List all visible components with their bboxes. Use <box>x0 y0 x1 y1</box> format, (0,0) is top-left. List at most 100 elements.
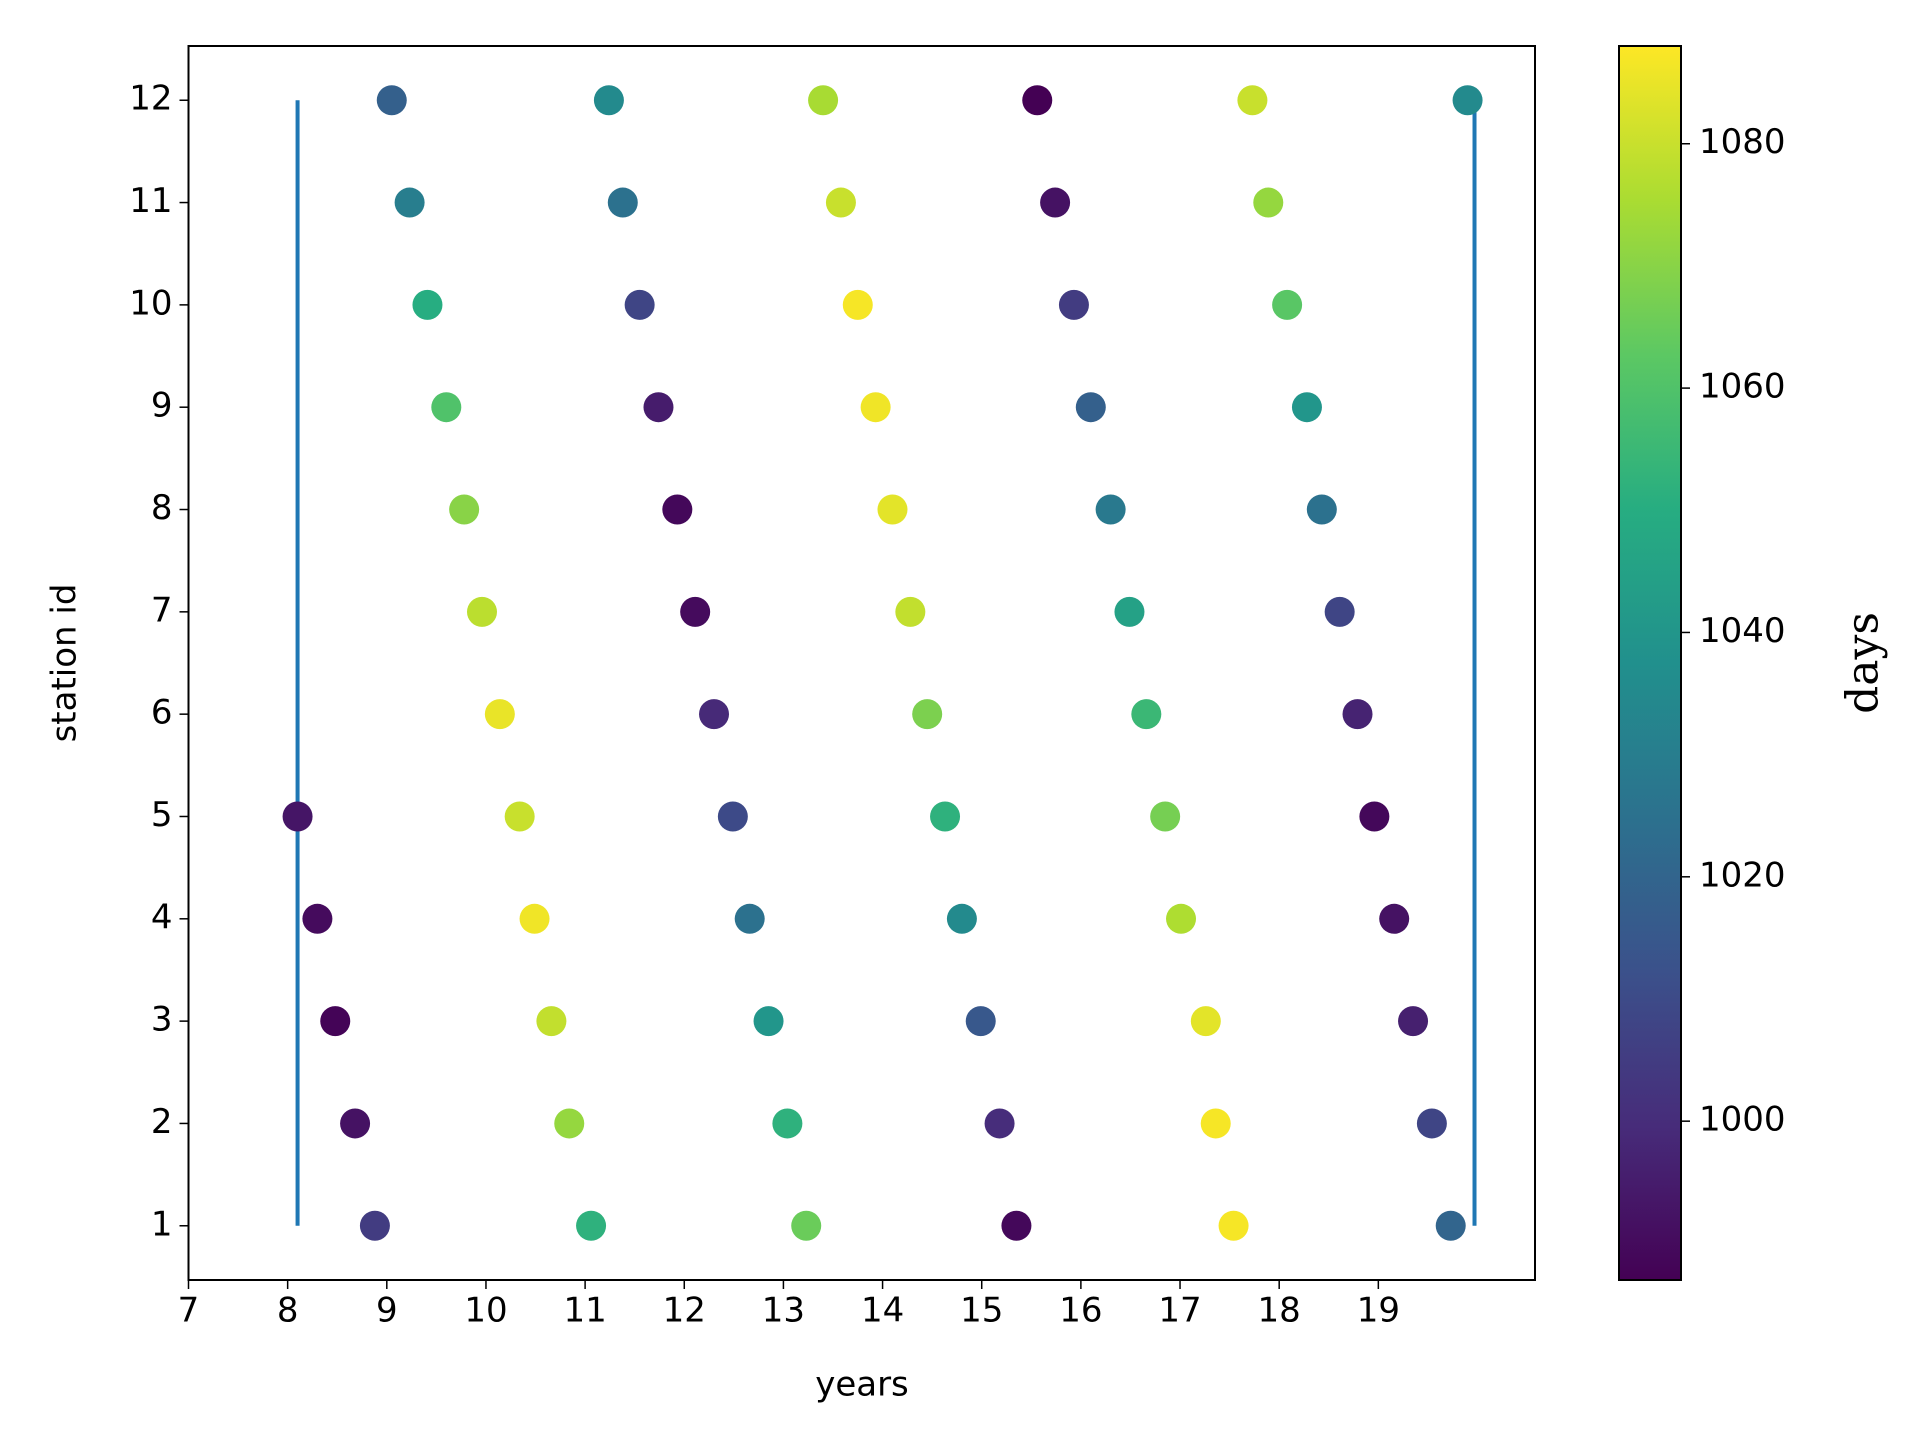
scatter-point <box>340 1108 371 1139</box>
scatter-point <box>1291 392 1322 423</box>
scatter-point <box>1398 1006 1429 1037</box>
scatter-point <box>449 494 480 525</box>
x-tick-label: 13 <box>762 1291 805 1331</box>
scatter-point <box>791 1210 822 1241</box>
x-tick-label: 17 <box>1158 1291 1201 1331</box>
x-tick-label: 15 <box>960 1291 1003 1331</box>
scatter-point <box>536 1006 567 1037</box>
scatter-point <box>1166 903 1197 934</box>
scatter-point <box>1022 85 1053 116</box>
scatter-point <box>912 699 943 730</box>
scatter-point <box>282 801 313 832</box>
y-tick-label: 8 <box>151 488 173 528</box>
y-tick-label: 4 <box>151 897 173 937</box>
colorbar-tick-label: 1020 <box>1699 855 1786 895</box>
scatter-point <box>1237 85 1268 116</box>
scatter-point <box>1452 85 1483 116</box>
scatter-point <box>576 1210 607 1241</box>
scatter-point <box>1342 699 1373 730</box>
scatter-point <box>624 289 655 320</box>
scatter-point <box>842 289 873 320</box>
y-tick-label: 5 <box>151 795 173 835</box>
y-axis-label: station id <box>45 584 85 743</box>
colorbar-label: days <box>1838 612 1889 714</box>
scatter-point <box>1001 1210 1032 1241</box>
scatter-point <box>320 1006 351 1037</box>
x-tick-label: 8 <box>277 1291 299 1331</box>
scatter-point <box>394 187 425 218</box>
scatter-point <box>519 903 550 934</box>
scatter-point <box>412 289 443 320</box>
scatter-point <box>1058 289 1089 320</box>
scatter-point <box>466 596 497 627</box>
scatter-point <box>1040 187 1071 218</box>
scatter-point <box>1324 596 1355 627</box>
scatter-point <box>1114 596 1145 627</box>
scatter-point <box>734 903 765 934</box>
scatter-point <box>554 1108 585 1139</box>
x-tick-label: 14 <box>861 1291 904 1331</box>
scatter-point <box>1253 187 1284 218</box>
scatter-point <box>302 903 333 934</box>
colorbar <box>1618 45 1682 1281</box>
scatter-point <box>1190 1006 1221 1037</box>
x-axis-label: years <box>815 1365 909 1405</box>
scatter-point <box>772 1108 803 1139</box>
scatter-point <box>504 801 535 832</box>
x-tick-label: 7 <box>178 1291 200 1331</box>
x-tick-label: 18 <box>1258 1291 1301 1331</box>
y-tick-label: 9 <box>151 386 173 426</box>
scatter-point <box>877 494 908 525</box>
x-tick-label: 9 <box>376 1291 398 1331</box>
scatter-point <box>1095 494 1126 525</box>
scatter-point <box>1306 494 1337 525</box>
scatter-point <box>895 596 926 627</box>
colorbar-tick-label: 1000 <box>1699 1100 1786 1140</box>
scatter-point <box>1131 699 1162 730</box>
scatter-point <box>1218 1210 1249 1241</box>
scatter-point <box>946 903 977 934</box>
scatter-point <box>607 187 638 218</box>
x-tick-label: 16 <box>1059 1291 1102 1331</box>
scatter-point <box>1416 1108 1447 1139</box>
scatter-point <box>1435 1210 1466 1241</box>
scatter-point <box>1150 801 1181 832</box>
scatter-point <box>643 392 674 423</box>
scatter-point <box>1200 1108 1231 1139</box>
scatter-point <box>860 392 891 423</box>
scatter-point <box>359 1210 390 1241</box>
scatter-point <box>376 85 407 116</box>
scatter-point <box>1359 801 1390 832</box>
scatter-point <box>984 1108 1015 1139</box>
scatter-point <box>662 494 693 525</box>
y-tick-label: 6 <box>151 693 173 733</box>
scatter-point <box>717 801 748 832</box>
scatter-point <box>1272 289 1303 320</box>
scatter-point <box>1379 903 1410 934</box>
scatter-point <box>965 1006 996 1037</box>
y-tick-label: 11 <box>129 181 172 221</box>
scatter-point <box>593 85 624 116</box>
y-tick-label: 12 <box>129 79 172 119</box>
scatter-point <box>825 187 856 218</box>
x-tick-label: 12 <box>663 1291 706 1331</box>
scatter-point <box>753 1006 784 1037</box>
y-tick-label: 10 <box>129 283 172 323</box>
y-tick-label: 7 <box>151 590 173 630</box>
scatter-point <box>431 392 462 423</box>
plot-frame <box>187 45 1536 1281</box>
y-tick-label: 2 <box>151 1102 173 1142</box>
scatter-point <box>930 801 961 832</box>
x-tick-label: 10 <box>464 1291 507 1331</box>
scatter-point <box>699 699 730 730</box>
x-tick-label: 19 <box>1357 1291 1400 1331</box>
scatter-point <box>1075 392 1106 423</box>
colorbar-tick-label: 1040 <box>1699 611 1786 651</box>
scatter-point <box>680 596 711 627</box>
scatter-point <box>808 85 839 116</box>
y-tick-label: 3 <box>151 1000 173 1040</box>
y-tick-label: 1 <box>151 1204 173 1244</box>
x-tick-label: 11 <box>563 1291 606 1331</box>
scatter-point <box>484 699 515 730</box>
